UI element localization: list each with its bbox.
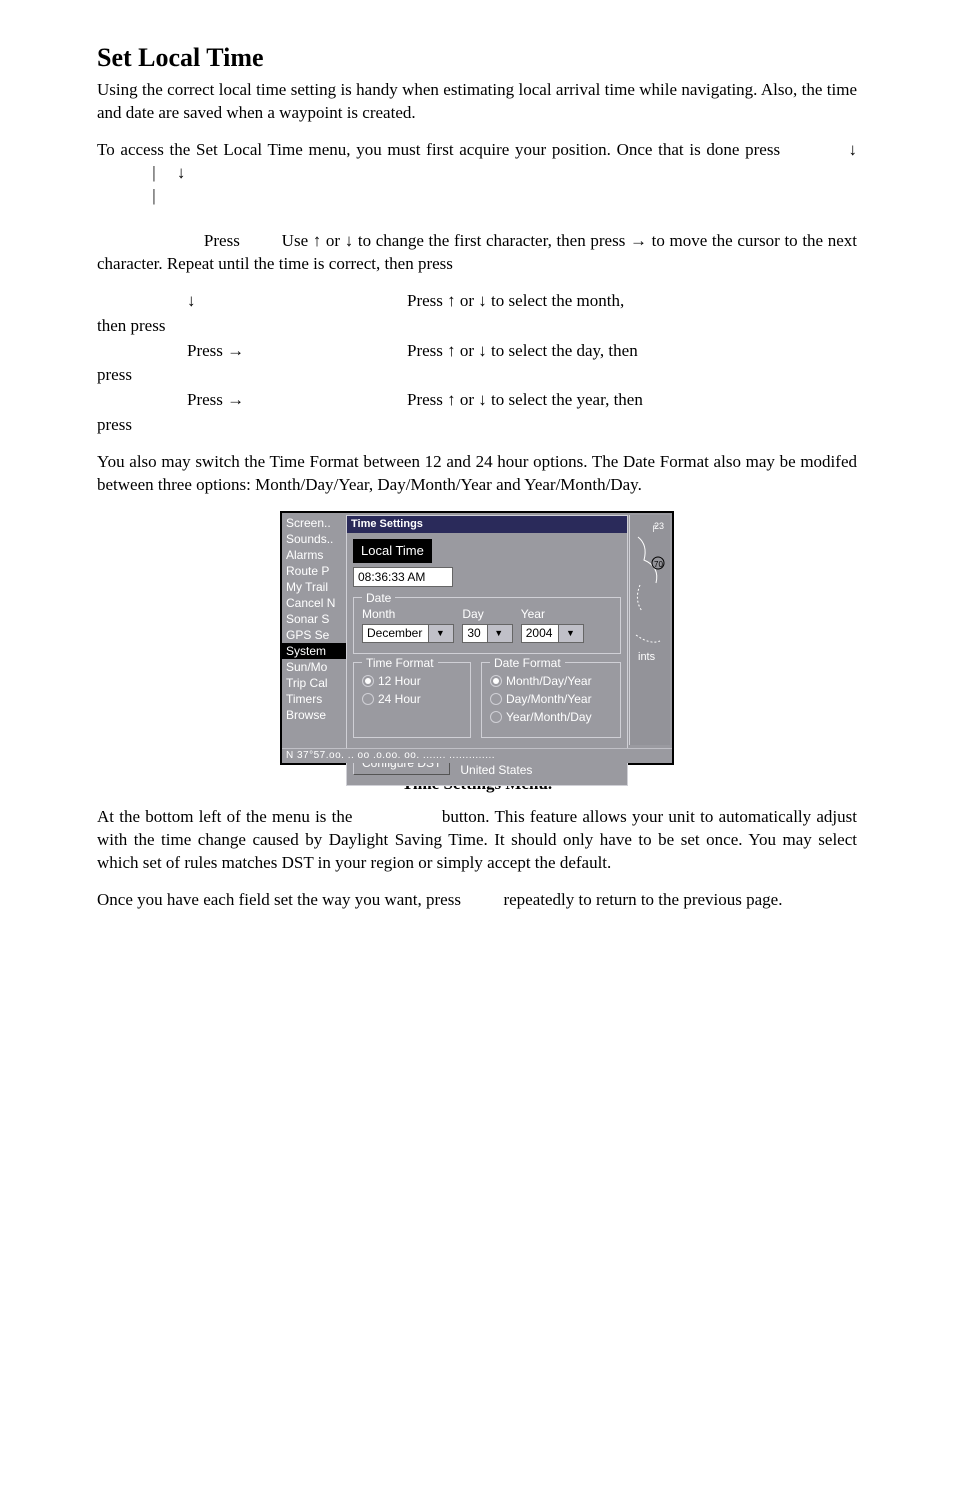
sidebar-item[interactable]: Cancel N [282,595,346,611]
bottom-paragraph-2: Once you have each field set the way you… [97,889,857,912]
intro-paragraph-1: Using the correct local time setting is … [97,79,857,125]
row1-result: Press ↑ or ↓ to select the month, [407,290,857,313]
radio-dmy[interactable]: Day/Month/Year [490,691,612,707]
month-label: Month [362,606,454,622]
sidebar-item[interactable]: Alarms [282,547,346,563]
local-time-value[interactable]: 08:36:33 AM [353,567,453,587]
year-value: 2004 [522,625,559,641]
intro-paragraph-2: To access the Set Local Time menu, you m… [97,139,857,208]
chevron-down-icon[interactable]: ▼ [487,625,512,642]
intro2-pipe-2: | [152,186,155,205]
intro2-text-a: To access the Set Local Time menu, you m… [97,140,780,159]
month-dropdown[interactable]: December ▼ [362,624,454,643]
radio-mdy[interactable]: Month/Day/Year [490,673,612,689]
sidebar-item[interactable]: System [282,643,346,659]
radio-ymd[interactable]: Year/Month/Day [490,709,612,725]
row1-trail: then press [97,315,857,338]
day-label: Day [462,606,512,622]
chevron-down-icon[interactable]: ▼ [558,625,583,642]
row3-result: Press ↑ or ↓ to select the year, then [407,389,857,412]
dialog-title: Time Settings [347,516,627,533]
sidebar-item[interactable]: GPS Se [282,627,346,643]
chevron-down-icon[interactable]: ▼ [428,625,453,642]
coordinate-bar: N 37°57.oo. .. oo .o.oo. oo. ....... ...… [282,748,672,763]
row3-action: Press → [187,389,407,412]
page-heading: Set Local Time [97,40,857,75]
row3-trail: press [97,414,857,437]
radio-12-hour[interactable]: 12 Hour [362,673,462,689]
local-time-label: Local Time [353,539,432,563]
map-label-ints: ints [638,651,656,663]
sidebar-item[interactable]: Browse [282,707,346,723]
radio-24-hour[interactable]: 24 Hour [362,691,462,707]
bottom-paragraph-1: At the bottom left of the menu is the bu… [97,806,857,875]
sidebar-item[interactable]: Timers [282,691,346,707]
sidebar-item[interactable]: Trip Cal [282,675,346,691]
map-label-23: 23 [654,521,664,531]
sidebar-item[interactable]: Screen.. [282,515,346,531]
day-value: 30 [463,625,486,641]
menu-sidebar: Screen..Sounds..AlarmsRoute PMy TrailCan… [282,513,346,723]
sidebar-item[interactable]: Route P [282,563,346,579]
date-format-label: Date Format [490,655,565,671]
intro2-pipe-1: | [152,163,155,182]
row2-action: Press → [187,340,407,363]
year-dropdown[interactable]: 2004 ▼ [521,624,585,643]
date-group: Date Month December ▼ Day 30 ▼ [353,597,621,654]
intro2-arrow-1: ↓ [849,140,858,159]
time-settings-dialog: Time Settings Local Time 08:36:33 AM Dat… [346,515,628,786]
sidebar-item[interactable]: My Trail [282,579,346,595]
gps-screenshot: Screen..Sounds..AlarmsRoute PMy TrailCan… [280,511,674,765]
set-time-paragraph: Press Use ↑ or ↓ to change the first cha… [97,230,857,276]
map-strip: ┌ 23 70 ints [629,515,670,745]
time-format-label: Time Format [362,655,438,671]
row2-result: Press ↑ or ↓ to select the day, then [407,340,857,363]
year-label: Year [521,606,585,622]
switch-format-paragraph: You also may switch the Time Format betw… [97,451,857,497]
press-label: Press [204,231,240,250]
sidebar-item[interactable]: Sun/Mo [282,659,346,675]
intro2-arrow-2: ↓ [177,163,186,182]
sidebar-item[interactable]: Sonar S [282,611,346,627]
month-value: December [363,625,428,641]
sidebar-item[interactable]: Sounds.. [282,531,346,547]
day-dropdown[interactable]: 30 ▼ [462,624,512,643]
date-group-label: Date [362,590,395,606]
row1-action: ↓ [187,290,407,313]
row2-trail: press [97,364,857,387]
map-label-70: 70 [654,560,663,569]
date-format-group: Date Format Month/Day/Year Day/Month/Yea… [481,662,621,739]
time-format-group: Time Format 12 Hour 24 Hour [353,662,471,739]
